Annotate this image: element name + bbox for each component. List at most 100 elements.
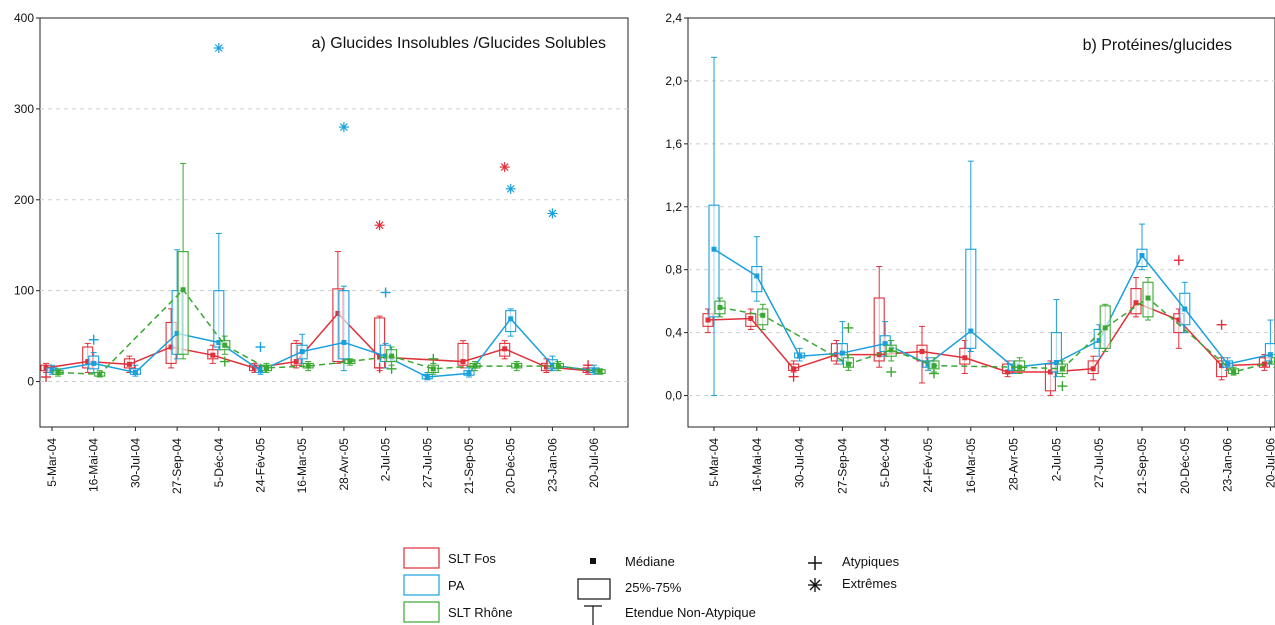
legend-label-whisker: Etendue Non-Atypique bbox=[625, 605, 756, 620]
box bbox=[1270, 357, 1275, 365]
y-tick-label: 0 bbox=[27, 375, 34, 389]
legend-swatch-pa bbox=[403, 574, 440, 596]
y-tick-label: 2,0 bbox=[665, 74, 682, 88]
series-slt-rh-ne bbox=[52, 162, 606, 378]
legend-outlier-symbol bbox=[808, 556, 822, 570]
extreme-point bbox=[374, 220, 385, 231]
median-point bbox=[543, 364, 549, 370]
median-point bbox=[882, 341, 888, 347]
median-point bbox=[252, 365, 257, 371]
x-tick-label: 5-Mar-04 bbox=[707, 438, 721, 487]
median-point bbox=[460, 359, 466, 365]
outlier-point bbox=[929, 368, 939, 379]
median-point bbox=[180, 287, 186, 293]
median-point bbox=[305, 363, 311, 369]
median-point bbox=[264, 365, 269, 371]
outlier-point bbox=[788, 371, 799, 382]
x-tick-label: 23-Jan-06 bbox=[1221, 438, 1235, 492]
outlier-point bbox=[886, 366, 897, 377]
outlier-point bbox=[88, 334, 99, 345]
median-point bbox=[389, 353, 395, 359]
x-tick-label: 30-Jul-04 bbox=[793, 438, 807, 488]
median-point bbox=[424, 374, 430, 380]
x-tick-label: 23-Jan-06 bbox=[545, 438, 559, 492]
x-tick-label: 20-Jul-06 bbox=[587, 438, 601, 488]
median-point bbox=[925, 361, 931, 367]
median-point bbox=[797, 353, 803, 359]
median-point bbox=[508, 316, 514, 322]
x-tick-label: 21-Sep-05 bbox=[462, 438, 476, 494]
x-tick-label: 16-Mai-04 bbox=[87, 438, 101, 492]
x-tick-label: 2-Jul-05 bbox=[1049, 438, 1063, 482]
median-point bbox=[1219, 363, 1225, 369]
x-tick-label: 5-Mar-04 bbox=[45, 438, 59, 487]
x-tick-label: 16-Mar-05 bbox=[964, 438, 978, 494]
box bbox=[751, 265, 763, 293]
median-point bbox=[962, 355, 968, 361]
median-point bbox=[502, 346, 508, 352]
median-point bbox=[1176, 317, 1182, 323]
median-point bbox=[1102, 325, 1108, 331]
median-point bbox=[845, 361, 851, 367]
median-point bbox=[91, 360, 97, 366]
legend-label-slt-rhone: SLT Rhône bbox=[448, 605, 513, 620]
legend-box-symbol bbox=[577, 578, 611, 600]
y-tick-label: 400 bbox=[14, 11, 34, 25]
extreme-point bbox=[499, 162, 510, 173]
x-tick-label: 27-Sep-04 bbox=[170, 438, 184, 494]
median-point bbox=[341, 339, 347, 345]
median-point bbox=[1005, 369, 1011, 375]
x-tick-label: 28-Avr-05 bbox=[337, 438, 351, 491]
median-point bbox=[1261, 361, 1267, 367]
median-point bbox=[383, 353, 389, 359]
median-point bbox=[748, 315, 754, 321]
median-point bbox=[222, 342, 228, 348]
y-tick-label: 200 bbox=[14, 193, 34, 207]
median-point bbox=[216, 339, 222, 345]
median-point bbox=[791, 366, 797, 372]
extreme-point bbox=[338, 122, 349, 133]
extreme-point bbox=[547, 208, 558, 219]
series-slt-fos bbox=[40, 162, 594, 383]
legend: SLT Fos PA SLT Rhône Médiane 25%-75% Ete… bbox=[403, 547, 900, 625]
plot-area bbox=[40, 42, 606, 383]
median-point bbox=[1139, 253, 1145, 259]
x-tick-label: 5-Déc-04 bbox=[878, 438, 892, 488]
median-point bbox=[555, 363, 561, 369]
median-point bbox=[1090, 366, 1096, 372]
x-tick-label: 27-Sep-04 bbox=[835, 438, 849, 494]
legend-label-median: Médiane bbox=[625, 554, 675, 569]
median-point bbox=[968, 328, 974, 334]
median-point bbox=[126, 361, 132, 367]
median-point bbox=[931, 363, 937, 369]
median-point bbox=[49, 368, 55, 374]
outlier-point bbox=[255, 342, 266, 353]
median-point bbox=[174, 330, 180, 336]
plot-frame bbox=[39, 17, 629, 428]
median-line bbox=[713, 248, 1271, 369]
legend-swatch-slt-fos bbox=[403, 547, 440, 569]
median-point bbox=[919, 348, 925, 354]
y-tick-label: 100 bbox=[14, 284, 34, 298]
median-point bbox=[1059, 366, 1065, 372]
median-point bbox=[168, 344, 174, 350]
chart-title: a) Glucides Insolubles /Glucides Soluble… bbox=[312, 35, 606, 52]
box bbox=[1050, 332, 1062, 373]
chart-title: b) Protéines/glucides bbox=[1083, 37, 1232, 54]
series-slt-rh-ne bbox=[714, 277, 1275, 392]
median-point bbox=[1096, 337, 1102, 343]
y-tick-label: 0,4 bbox=[665, 326, 682, 340]
median-point bbox=[1273, 358, 1275, 364]
median-point bbox=[335, 310, 341, 316]
median-point bbox=[1145, 295, 1151, 301]
median-point bbox=[1231, 369, 1237, 375]
median-point bbox=[754, 273, 760, 279]
plot-area bbox=[702, 56, 1275, 397]
outlier-point bbox=[843, 322, 854, 333]
median-point bbox=[888, 347, 894, 353]
series-pa bbox=[708, 56, 1275, 397]
x-tick-label: 16-Mar-05 bbox=[295, 438, 309, 494]
median-line bbox=[719, 297, 1275, 373]
median-point bbox=[210, 352, 216, 358]
